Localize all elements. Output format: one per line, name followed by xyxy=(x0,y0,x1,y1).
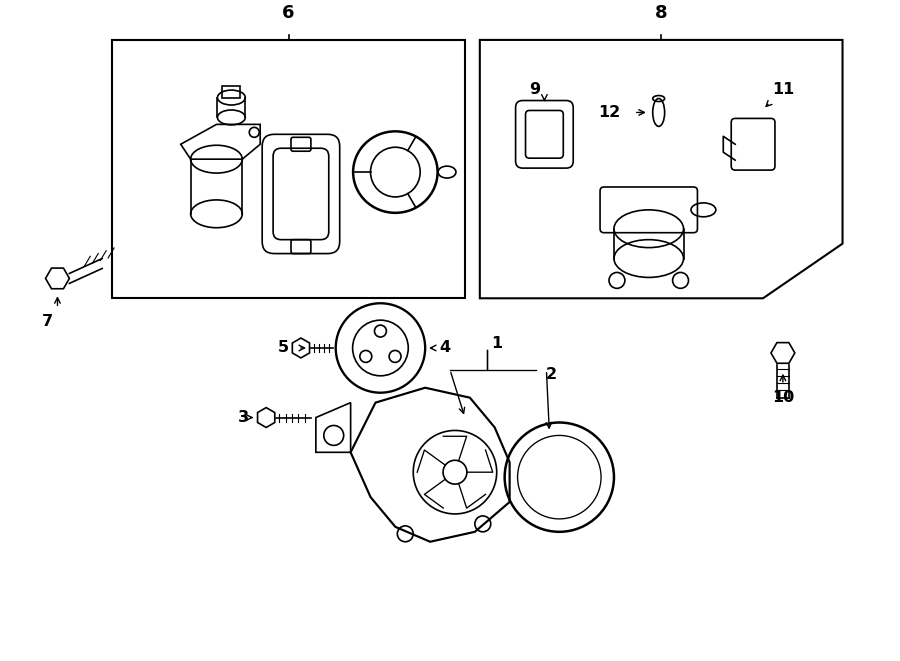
Text: 7: 7 xyxy=(42,313,53,329)
Text: 12: 12 xyxy=(598,105,620,120)
Bar xyxy=(112,40,465,298)
Text: 6: 6 xyxy=(283,4,295,22)
Text: 3: 3 xyxy=(238,410,249,425)
Text: 11: 11 xyxy=(772,82,794,97)
Text: 1: 1 xyxy=(491,336,502,350)
Text: 8: 8 xyxy=(655,4,668,22)
Text: 4: 4 xyxy=(439,340,451,356)
Text: 10: 10 xyxy=(772,390,794,405)
Text: 5: 5 xyxy=(277,340,289,356)
Text: 9: 9 xyxy=(529,82,540,97)
Text: 2: 2 xyxy=(545,368,557,382)
